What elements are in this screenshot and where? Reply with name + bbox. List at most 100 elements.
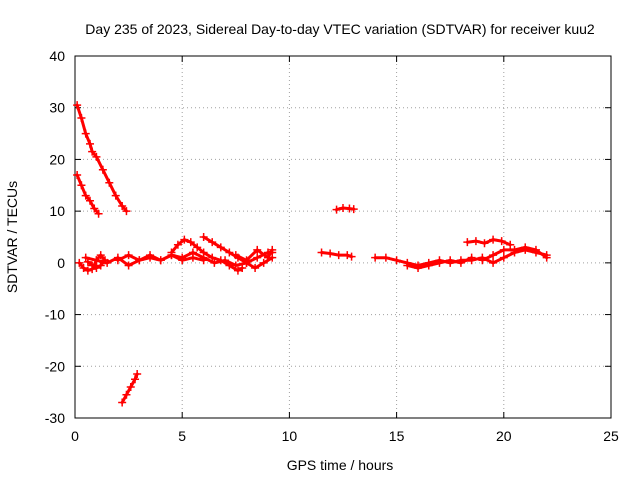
data-point (251, 264, 260, 273)
data-point (124, 261, 133, 270)
data-point (467, 253, 476, 262)
y-tick-label: 10 (49, 203, 65, 219)
data-point (88, 147, 97, 156)
data-series-arc-13 (403, 253, 476, 273)
data-point (242, 256, 251, 265)
y-tick-label: -10 (45, 307, 65, 323)
data-point (92, 152, 101, 161)
data-point (233, 266, 242, 275)
data-point (208, 253, 217, 262)
axis-ticks: 0 5 10 15 20 25 -30 -20 -10 0 10 20 30 40 (45, 48, 619, 444)
data-point (456, 258, 465, 267)
data-point (92, 264, 101, 273)
data-point (371, 253, 380, 262)
data-point (73, 101, 82, 110)
data-series-arc-11 (332, 204, 358, 214)
data-series-arc-1 (73, 101, 131, 216)
data-point (343, 251, 352, 260)
data-point (86, 196, 95, 205)
data-point (199, 233, 208, 241)
data-point (381, 253, 390, 262)
data-point (403, 261, 412, 270)
grid (75, 56, 611, 418)
data-point (497, 237, 506, 246)
chart-title: Day 235 of 2023, Sidereal Day-to-day VTE… (85, 21, 595, 37)
data-point (131, 375, 140, 384)
data-point (259, 258, 268, 267)
data-point (531, 245, 540, 254)
data-point (180, 235, 189, 244)
data-point (510, 245, 519, 254)
data-point (463, 238, 472, 247)
x-tick-label: 15 (389, 428, 405, 444)
data-series-arc-9 (231, 245, 277, 265)
data-point (225, 261, 234, 270)
data-point (506, 240, 515, 249)
plot-frame (74, 55, 612, 419)
data-point (499, 245, 508, 254)
data-point (81, 191, 90, 200)
data-point (188, 253, 197, 262)
data-point (124, 251, 133, 260)
data-point (225, 248, 234, 257)
data-series-arc-14 (463, 235, 515, 249)
data-point (90, 204, 99, 213)
data-point (173, 240, 182, 249)
data-point (111, 191, 120, 200)
y-tick-label: 40 (49, 48, 65, 64)
x-tick-label: 20 (496, 428, 512, 444)
data-point (521, 243, 530, 252)
data-point (392, 256, 401, 265)
y-tick-label: -30 (45, 410, 65, 426)
data-point (94, 209, 103, 218)
data-point (347, 252, 356, 261)
data-point (263, 253, 272, 262)
data-point (77, 181, 86, 190)
data-point (238, 264, 247, 273)
data-point (471, 237, 480, 246)
y-tick-label: 30 (49, 100, 65, 116)
data-point (334, 251, 343, 260)
data-point (75, 258, 84, 267)
data-point (118, 398, 127, 407)
x-tick-label: 10 (282, 428, 298, 444)
data-point (542, 253, 551, 262)
data-series-arc-6 (167, 235, 247, 275)
data-point (199, 248, 208, 257)
data-point (98, 165, 107, 174)
data-point (193, 243, 202, 252)
data-point (268, 245, 277, 254)
data-point (122, 390, 131, 399)
y-tick-label: 0 (57, 255, 65, 271)
data-point (489, 258, 498, 267)
data-point (208, 238, 217, 247)
data-point (414, 264, 423, 273)
data-point (126, 382, 135, 391)
data-point (199, 256, 208, 265)
data-point (424, 261, 433, 270)
data-point (317, 248, 326, 257)
data-point (210, 258, 219, 267)
data-point (326, 249, 335, 258)
data-point (113, 256, 122, 265)
data-point (96, 251, 105, 260)
data-series-arc-8 (113, 251, 208, 265)
data-point (216, 243, 225, 252)
data-point (489, 235, 498, 244)
x-tick-label: 0 (71, 428, 79, 444)
y-axis-label: SDTVAR / TECUs (4, 181, 20, 293)
data-point (435, 258, 444, 267)
data-point (146, 251, 155, 260)
data-point (253, 245, 262, 254)
data-point (499, 253, 508, 262)
y-tick-label: 20 (49, 151, 65, 167)
data-point (156, 256, 165, 265)
y-tick-label: -20 (45, 358, 65, 374)
data-point (73, 170, 82, 179)
data-point (446, 256, 455, 265)
x-tick-label: 5 (178, 428, 186, 444)
x-axis-label: GPS time / hours (287, 457, 394, 473)
data-point (216, 256, 225, 265)
x-tick-label: 25 (603, 428, 619, 444)
